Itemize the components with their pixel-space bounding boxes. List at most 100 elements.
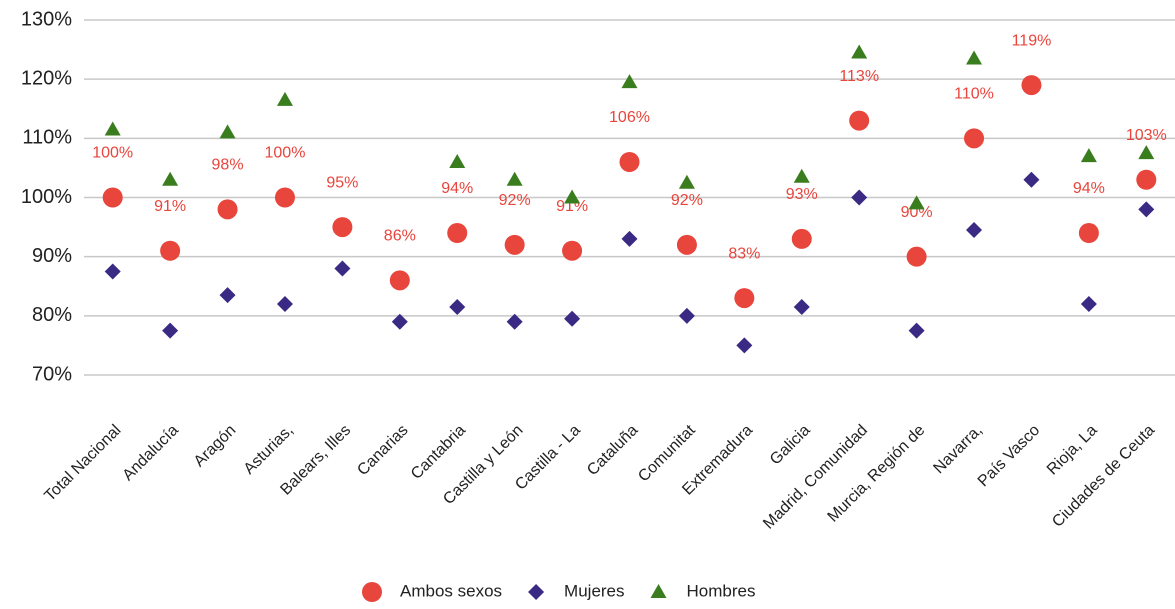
x-tick-label: Rioja, La <box>1044 422 1101 479</box>
x-tick-label: País Vasco <box>975 422 1043 490</box>
point <box>966 222 983 239</box>
point <box>506 171 523 186</box>
point <box>849 110 870 131</box>
point <box>734 288 755 309</box>
point <box>851 189 868 206</box>
point <box>621 230 638 247</box>
point <box>619 152 640 172</box>
legend-label: Mujeres <box>564 581 624 600</box>
x-tick-label: Cantabria <box>408 422 469 483</box>
y-tick-label: 130% <box>21 8 72 30</box>
value-label: 92% <box>499 192 531 209</box>
point <box>104 263 121 280</box>
point <box>1138 145 1155 160</box>
value-label: 91% <box>154 198 186 215</box>
point <box>162 171 179 186</box>
value-label: 90% <box>901 204 933 221</box>
x-tick-label: Cataluña <box>584 422 641 479</box>
legend-marker <box>650 584 667 598</box>
x-tick-label: Total Nacional <box>41 422 124 505</box>
point <box>389 270 410 291</box>
x-tick-label: Galicia <box>767 422 814 469</box>
legend-label: Hombres <box>687 581 756 600</box>
value-label: 113% <box>839 68 879 85</box>
value-label: 92% <box>671 192 703 209</box>
x-tick-label: Asturias, <box>241 422 297 478</box>
x-tick-label: Canarias <box>354 422 411 479</box>
y-tick-label: 100% <box>21 186 72 208</box>
point <box>966 50 983 65</box>
point <box>793 298 810 315</box>
y-tick-label: 120% <box>21 67 72 89</box>
point <box>908 195 925 210</box>
value-label: 93% <box>786 186 818 203</box>
point <box>678 307 695 324</box>
x-tick-label: Ciudades de Ceuta <box>1049 422 1158 531</box>
point <box>447 223 468 243</box>
value-label: 91% <box>556 198 588 215</box>
x-tick-label: Aragón <box>191 422 240 471</box>
point <box>1021 75 1042 96</box>
value-label: 83% <box>728 245 760 262</box>
value-label: 103% <box>1126 127 1167 144</box>
value-label: 100% <box>92 145 133 162</box>
point <box>332 217 353 238</box>
point <box>676 234 697 255</box>
x-tick-label: Madrid, Comunidad <box>760 422 871 533</box>
value-label: 86% <box>384 228 416 245</box>
value-label: 100% <box>265 145 306 162</box>
point <box>1136 169 1157 190</box>
point <box>1138 201 1155 218</box>
point <box>102 187 123 208</box>
point <box>449 154 466 168</box>
point <box>906 246 927 267</box>
point <box>1078 223 1099 243</box>
point <box>1023 171 1040 188</box>
y-tick-label: 70% <box>32 363 72 385</box>
point <box>391 313 408 330</box>
legend-marker <box>362 582 382 602</box>
point <box>621 74 638 89</box>
y-tick-label: 90% <box>32 245 72 267</box>
point <box>791 228 812 249</box>
point <box>1080 296 1097 312</box>
point <box>793 168 810 183</box>
value-label: 119% <box>1012 32 1052 49</box>
y-tick-label: 80% <box>32 304 72 326</box>
value-label: 106% <box>609 109 650 126</box>
point <box>736 337 753 354</box>
point <box>851 44 868 59</box>
point <box>276 91 293 106</box>
value-label: 110% <box>954 86 994 103</box>
point <box>219 287 236 304</box>
y-tick-label: 110% <box>22 127 72 149</box>
value-label: 98% <box>212 157 244 174</box>
point <box>160 240 181 261</box>
value-label: 95% <box>326 174 358 191</box>
point <box>162 322 179 339</box>
point <box>564 310 581 327</box>
point <box>504 234 525 255</box>
point <box>219 124 236 139</box>
legend-marker <box>528 584 545 600</box>
point <box>564 189 581 204</box>
x-tick-label: Andalucía <box>120 422 182 484</box>
point <box>908 322 925 339</box>
point <box>274 187 295 208</box>
point <box>104 121 121 136</box>
value-label: 94% <box>441 180 473 197</box>
point <box>276 296 293 312</box>
legend-label: Ambos sexos <box>400 581 502 600</box>
point <box>506 313 523 330</box>
point <box>1080 148 1097 163</box>
x-tick-label: Murcia, Región de <box>825 422 929 526</box>
point <box>678 174 695 189</box>
point <box>217 199 238 220</box>
point <box>964 128 985 149</box>
point <box>334 260 351 277</box>
value-label: 94% <box>1073 180 1105 197</box>
point <box>449 298 466 315</box>
x-tick-label: Navarra, <box>930 422 985 477</box>
point <box>562 240 583 261</box>
